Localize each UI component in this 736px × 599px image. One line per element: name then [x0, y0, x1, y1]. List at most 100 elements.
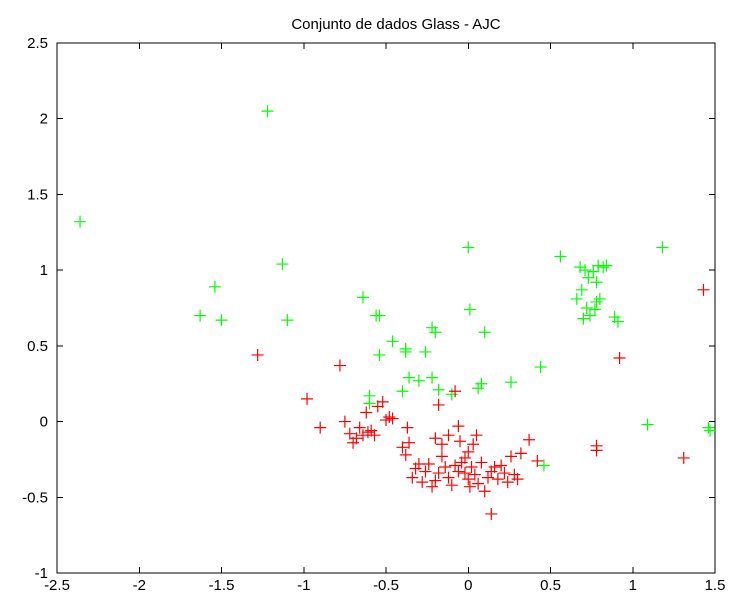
data-point: [488, 461, 501, 473]
data-point: [470, 429, 483, 442]
data-point: [481, 471, 494, 484]
y-tick-label: -0.5: [22, 489, 48, 506]
data-point: [511, 473, 524, 486]
data-point: [531, 454, 544, 467]
axes: [56, 42, 716, 574]
data-point: [373, 348, 386, 361]
data-point: [534, 361, 547, 374]
data-point: [403, 371, 416, 384]
data-point: [74, 215, 87, 228]
data-point: [426, 480, 439, 493]
data-point: [419, 345, 432, 358]
data-point: [523, 433, 536, 446]
chart-title: Conjunto de dados Glass - AJC: [291, 16, 500, 33]
data-point: [498, 467, 511, 480]
data-point: [435, 438, 448, 451]
data-point: [194, 309, 207, 322]
data-point: [439, 461, 452, 473]
data-point: [590, 276, 603, 289]
data-point: [454, 435, 467, 448]
data-point: [590, 444, 603, 457]
data-point: [462, 445, 475, 458]
data-point: [575, 283, 588, 296]
x-tick-label: 0: [464, 577, 472, 594]
data-point: [432, 467, 445, 480]
data-point: [472, 477, 485, 490]
data-point: [641, 418, 654, 431]
data-point: [467, 438, 480, 451]
data-point: [376, 395, 389, 408]
data-point: [465, 461, 478, 473]
x-tick-label: 1.5: [705, 577, 726, 594]
data-point: [373, 309, 386, 322]
data-point: [442, 429, 455, 442]
data-point: [429, 326, 442, 339]
data-point: [582, 271, 595, 284]
x-tick-label: -1: [297, 577, 310, 594]
data-point: [445, 479, 458, 492]
data-point: [406, 471, 419, 484]
data-point: [442, 471, 455, 484]
data-point: [396, 441, 409, 454]
data-point: [579, 264, 592, 277]
data-point: [580, 302, 593, 314]
data-point: [403, 436, 416, 449]
data-point: [380, 414, 392, 427]
x-tick-label: 0.5: [540, 577, 561, 594]
data-point: [587, 265, 600, 278]
data-point: [597, 261, 610, 274]
data-point: [613, 351, 626, 364]
data-point: [697, 283, 710, 296]
y-tick-label: 2.5: [27, 35, 48, 52]
data-point: [396, 385, 409, 398]
data-point: [600, 259, 613, 272]
data-point: [399, 448, 412, 461]
data-point: [495, 459, 508, 472]
data-point: [505, 450, 518, 463]
data-point: [333, 359, 346, 372]
x-tick-label: 1: [629, 577, 637, 594]
x-tick-label: -0.5: [373, 577, 399, 594]
data-point: [458, 451, 471, 464]
data-point: [445, 388, 458, 401]
data-point: [208, 280, 221, 293]
axes-box: [56, 42, 716, 574]
series-1: [251, 283, 710, 520]
data-point: [432, 383, 445, 396]
data-point: [501, 476, 514, 489]
y-tick-label: -1: [35, 565, 48, 582]
data-point: [361, 426, 374, 439]
data-point: [301, 392, 314, 405]
data-point: [677, 451, 690, 464]
data-point: [475, 456, 488, 469]
data-point: [656, 241, 669, 254]
series-0: [74, 105, 717, 472]
data-point: [570, 292, 583, 305]
data-point: [383, 411, 396, 424]
x-tick-label: -2.5: [44, 577, 70, 594]
data-point: [462, 241, 475, 254]
data-point: [426, 371, 439, 384]
data-point: [449, 459, 462, 472]
data-point: [458, 467, 471, 480]
data-point: [386, 412, 399, 425]
data-point: [368, 429, 381, 442]
data-point: [412, 374, 425, 387]
y-tick-label: 2: [40, 111, 48, 128]
data-point: [462, 473, 475, 486]
data-point: [416, 476, 429, 489]
data-point: [593, 292, 606, 305]
data-point: [215, 314, 228, 327]
data-point: [702, 421, 715, 434]
data-point: [574, 261, 587, 274]
data-point: [353, 421, 366, 434]
data-point: [429, 474, 442, 487]
data-point: [399, 345, 412, 358]
data-point: [432, 398, 445, 411]
data-point: [463, 303, 476, 316]
y-axis-ticks: -1 -0.5 0 0.5 1 1.5 2 2.5: [22, 35, 715, 582]
data-point: [590, 295, 603, 308]
data-point: [588, 303, 601, 316]
y-tick-label: 1: [40, 262, 48, 279]
data-point: [338, 415, 351, 428]
